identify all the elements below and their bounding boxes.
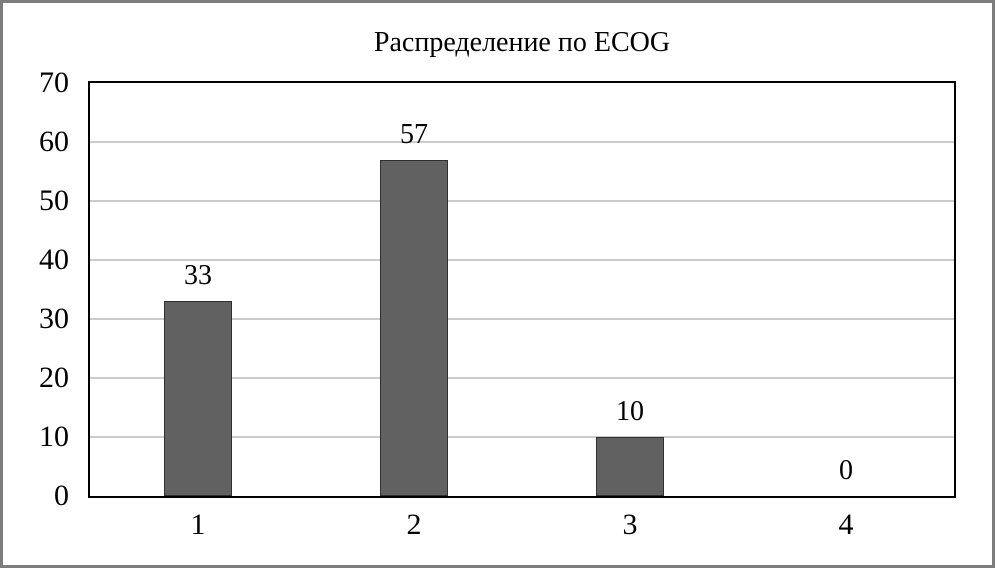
bar-value-label: 10 [616, 396, 644, 427]
y-tick-label: 0 [54, 479, 69, 512]
gridline [90, 318, 954, 320]
chart-title: Распределение по ECOG [373, 27, 671, 58]
gridline [90, 259, 954, 261]
bar [380, 160, 448, 496]
bar [596, 437, 664, 496]
y-tick-label: 20 [39, 361, 69, 394]
y-tick-label: 50 [39, 184, 69, 217]
gridline [90, 377, 954, 379]
gridline [90, 200, 954, 202]
x-tick-label: 4 [838, 508, 854, 541]
gridline [90, 436, 954, 438]
x-tick-label: 3 [622, 508, 638, 541]
x-tick-label: 1 [190, 508, 206, 541]
y-tick-label: 40 [39, 243, 69, 276]
bar-value-label: 33 [184, 260, 212, 291]
bar [164, 301, 232, 496]
y-axis: 0 10 20 30 40 50 60 70 [3, 3, 69, 565]
y-tick-label: 60 [39, 125, 69, 158]
bar-value-label: 57 [400, 119, 428, 150]
y-tick-label: 70 [39, 66, 69, 99]
x-tick-label: 2 [406, 508, 422, 541]
gridline [90, 141, 954, 143]
y-tick-label: 30 [39, 302, 69, 335]
plot-area: 33 57 10 0 [88, 81, 956, 498]
bar-value-label: 0 [839, 455, 853, 486]
y-tick-label: 10 [39, 420, 69, 453]
x-axis: 1 2 3 4 [90, 508, 954, 548]
